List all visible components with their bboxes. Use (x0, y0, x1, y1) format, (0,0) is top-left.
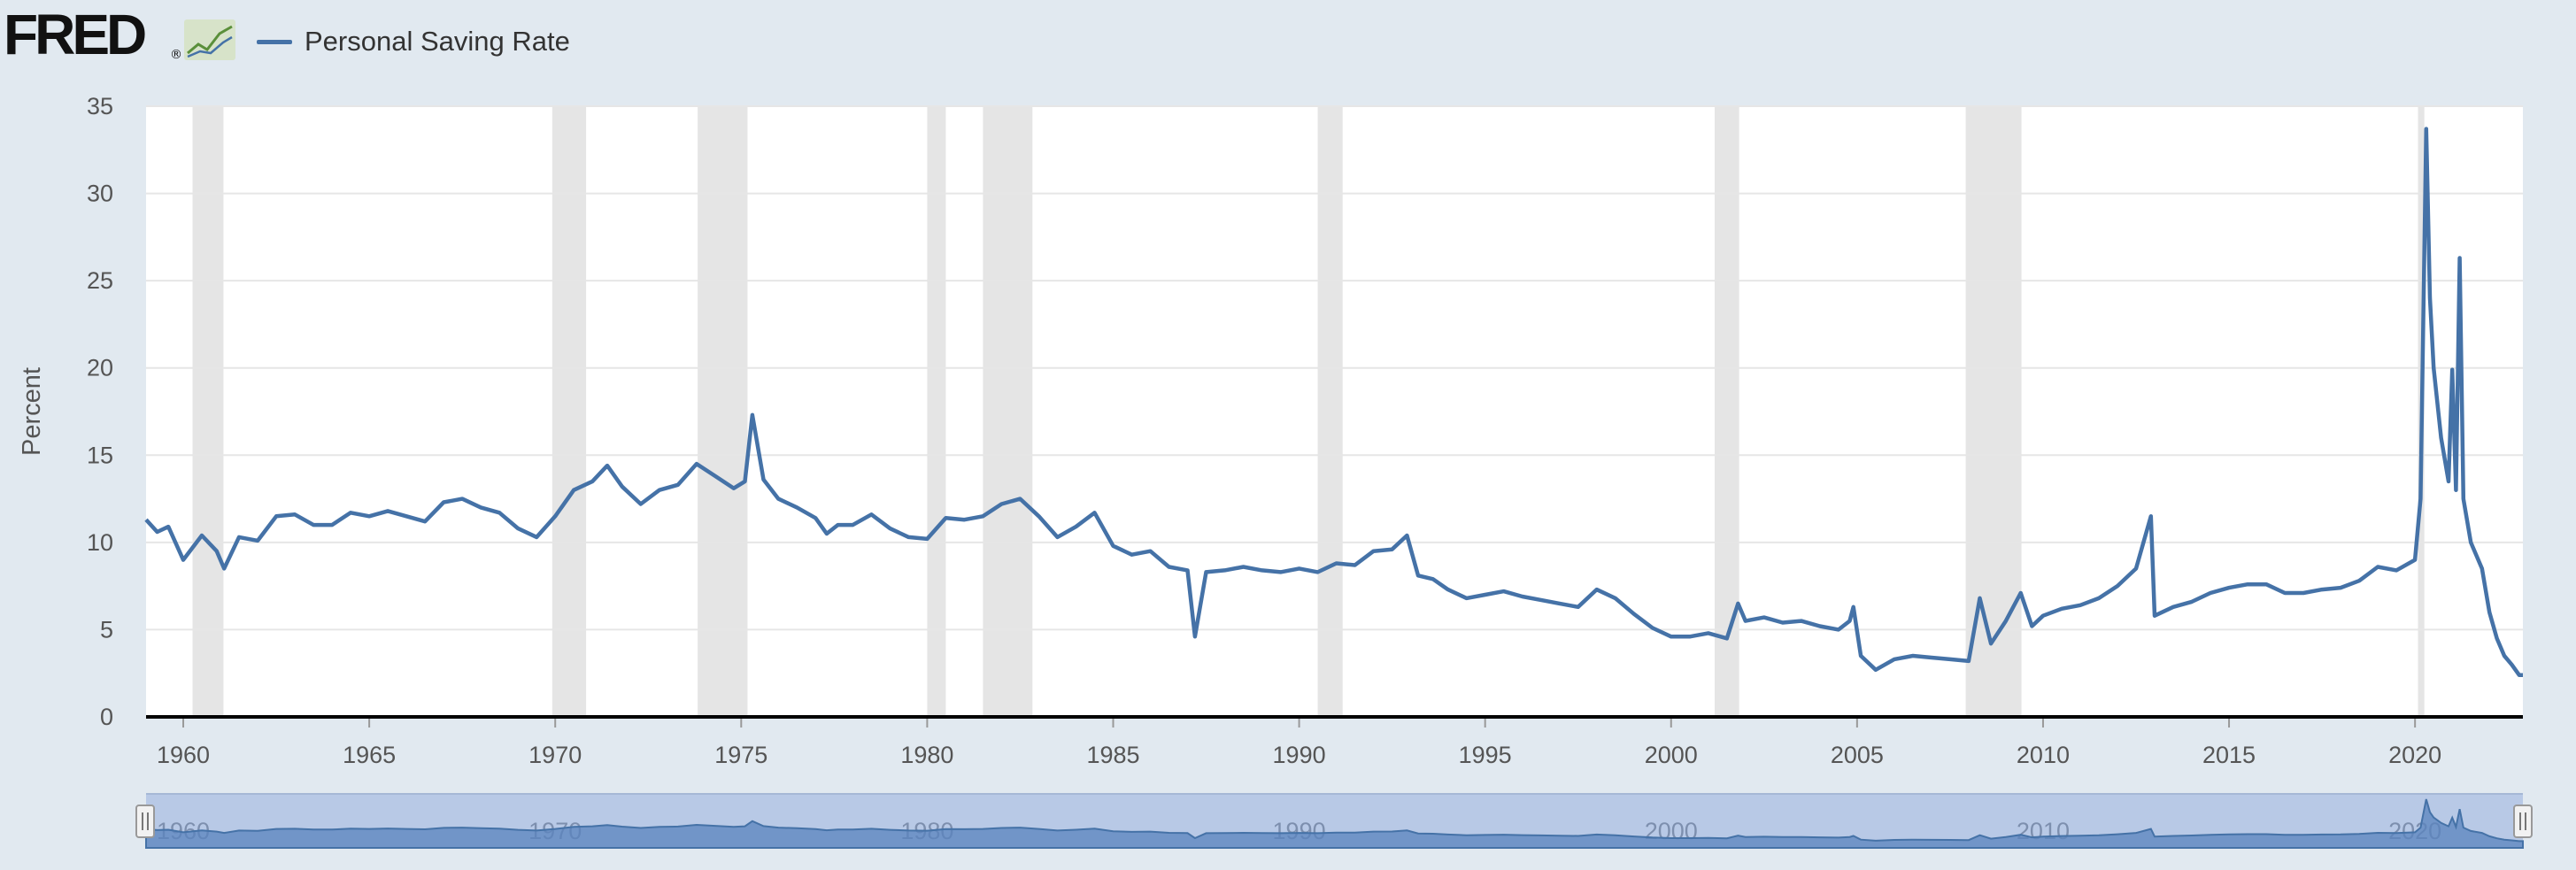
x-tick-label-2000: 2000 (1645, 742, 1698, 768)
y-tick-label-10: 10 (87, 529, 113, 556)
recession-band-0 (192, 106, 224, 717)
y-tick-label-25: 25 (87, 267, 113, 294)
navigator[interactable]: 1960197019801990200020102020 (135, 793, 2533, 849)
navigator-handle-left[interactable] (135, 805, 155, 838)
x-tick-label-2015: 2015 (2202, 742, 2256, 768)
navigator-series-area (145, 798, 2524, 849)
recession-band-3 (927, 106, 946, 717)
y-tick-label-20: 20 (87, 355, 113, 381)
x-tick-label-1965: 1965 (343, 742, 396, 768)
y-tick-label-0: 0 (100, 704, 113, 730)
x-tick-label-2005: 2005 (1831, 742, 1884, 768)
y-tick-label-30: 30 (87, 181, 113, 207)
x-tick-label-2010: 2010 (2017, 742, 2070, 768)
fred-logo[interactable]: FRED (4, 3, 147, 66)
registered-mark: ® (170, 48, 182, 62)
x-tick-label-1960: 1960 (157, 742, 210, 768)
recession-band-6 (1714, 106, 1739, 717)
navigator-handle-right[interactable] (2513, 805, 2533, 838)
series-line-personal-saving-rate[interactable] (144, 127, 2523, 677)
recession-band-4 (983, 106, 1033, 717)
grid-lines (146, 105, 2523, 631)
legend-swatch (257, 39, 292, 44)
recession-band-2 (698, 106, 748, 717)
recession-band-1 (551, 106, 587, 717)
x-tick-label-1980: 1980 (900, 742, 953, 768)
line-chart-logo-icon (184, 19, 235, 60)
x-tick-label-1990: 1990 (1273, 742, 1326, 768)
x-axis-ticks: 1960 1965 1970 1975 1980 1985 1990 1995 2000 2005… (157, 717, 2441, 768)
x-tick-label-1985: 1985 (1086, 742, 1139, 768)
x-tick-label-1975: 1975 (714, 742, 767, 768)
legend-label: Personal Saving Rate (305, 26, 570, 57)
chart-header: FRED ® Personal Saving Rate (0, 0, 2576, 89)
y-tick-label-35: 35 (87, 93, 113, 119)
x-tick-label-1970: 1970 (528, 742, 582, 768)
y-axis-ticks: 0 5 10 15 20 25 30 35 (87, 93, 113, 730)
x-tick-label-1995: 1995 (1459, 742, 1512, 768)
y-tick-label-5: 5 (100, 616, 113, 643)
recession-shading (192, 106, 2425, 717)
y-tick-label-15: 15 (87, 442, 113, 468)
legend[interactable]: Personal Saving Rate (257, 21, 570, 62)
y-axis-title: Percent (18, 367, 46, 456)
x-tick-label-2020: 2020 (2388, 742, 2441, 768)
recession-band-5 (1317, 106, 1343, 717)
